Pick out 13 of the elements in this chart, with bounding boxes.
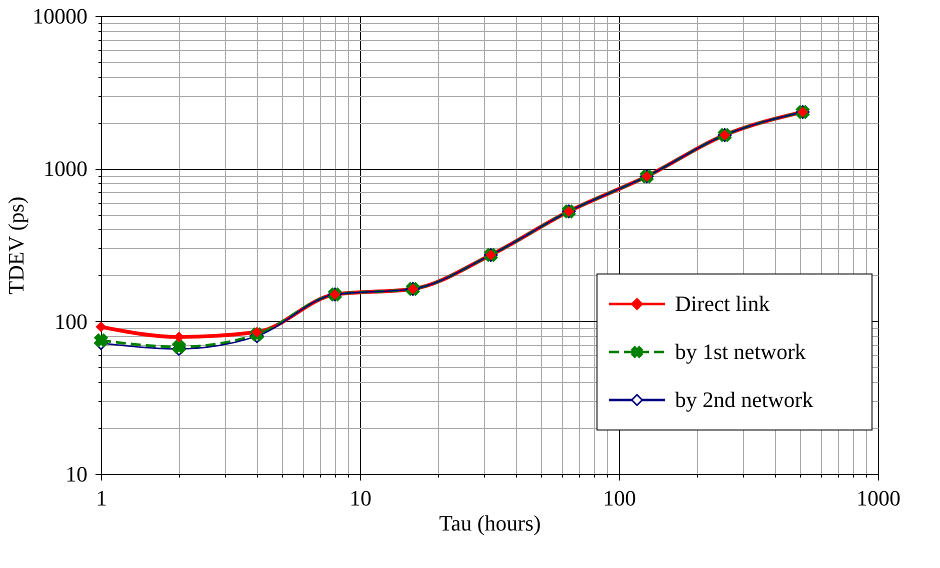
legend-label: Direct link (675, 291, 770, 316)
legend-label: by 2nd network (675, 387, 814, 412)
x-tick-label: 1000 (856, 486, 900, 510)
x-tick-label: 10 (350, 486, 372, 510)
y-tick-label: 1000 (44, 156, 88, 182)
y-tick-label: 100 (54, 308, 88, 334)
x-axis-title: Tau (hours) (439, 510, 541, 536)
y-tick-label: 10000 (32, 4, 88, 28)
x-tick-label: 1 (96, 486, 107, 510)
legend-label: by 1st network (675, 339, 806, 364)
y-axis-title: TDEV (ps) (4, 196, 28, 294)
y-tick-label: 10 (66, 462, 88, 486)
x-tick-label: 100 (603, 486, 636, 510)
